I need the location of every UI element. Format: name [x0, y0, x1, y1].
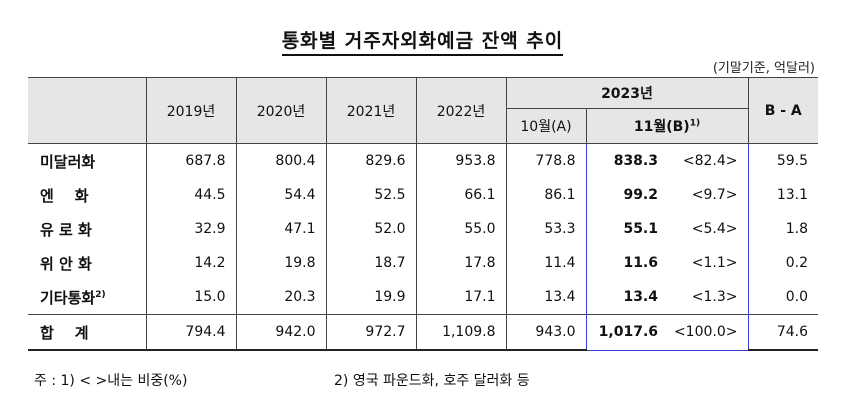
table-cell: 19.8 [235, 246, 326, 280]
table-cell: 13.4 [585, 280, 668, 315]
row-label: 엔 화 [40, 186, 89, 205]
header-nov: 11월(B)1) [585, 108, 749, 144]
table-cell: 13.4 [505, 280, 586, 315]
table-cell: 52.0 [325, 212, 416, 246]
table-row: 위 안 화 14.2 19.8 18.7 17.8 11.4 11.6 <1.1> 0.2 [28, 246, 818, 280]
balance-table: 2019년 2020년 2021년 2022년 2023년 B - A 10월(… [28, 77, 818, 351]
table-cell: 838.3 [585, 143, 668, 178]
table-cell: <1.3> [668, 280, 749, 315]
table-row: 미달러화 687.8 800.4 829.6 953.8 778.8 838.3 <82.4>… [28, 143, 818, 178]
table-cell: <100.0> [668, 314, 749, 351]
table-cell: 14.2 [145, 246, 236, 280]
table-cell: 13.1 [747, 178, 818, 212]
table-cell: <1.1> [668, 246, 749, 280]
unit-note: (기말기준, 억달러) [712, 61, 815, 76]
table-cell: 11.6 [585, 246, 668, 280]
table-cell: 1,017.6 [585, 314, 668, 351]
table-cell: 1,109.8 [415, 314, 506, 351]
table-cell: 17.8 [415, 246, 506, 280]
table-cell: 86.1 [505, 178, 586, 212]
table-cell: 778.8 [505, 143, 586, 178]
total-row: 합 계 794.4 942.0 972.7 1,109.8 943.0 1,017.6 <10… [28, 314, 818, 351]
row-label: 위 안 화 [40, 254, 92, 273]
row-label: 기타통화2) [40, 288, 106, 307]
table-cell: 17.1 [415, 280, 506, 315]
table-cell: 66.1 [415, 178, 506, 212]
header-oct: 10월(A) [505, 108, 587, 144]
table-cell: 32.9 [145, 212, 236, 246]
footnote-2: 2) 영국 파운드화, 호주 달러화 등 [334, 373, 530, 389]
table-cell: 829.6 [325, 143, 416, 178]
table-cell: 15.0 [145, 280, 236, 315]
table-row: 유 로 화 32.9 47.1 52.0 55.0 53.3 55.1 <5.4> 1.8 [28, 212, 818, 246]
row-label: 합 계 [28, 314, 146, 351]
table-title: 통화별 거주자외화예금 잔액 추이 [0, 26, 845, 56]
table-cell: <9.7> [668, 178, 749, 212]
table-cell: 55.1 [585, 212, 668, 246]
header-corner [28, 77, 147, 144]
table-cell: 794.4 [145, 314, 236, 351]
table-cell: 0.0 [747, 280, 818, 315]
table-cell: 53.3 [505, 212, 586, 246]
table-cell: 0.2 [747, 246, 818, 280]
header-diff: B - A [747, 77, 818, 144]
table-cell: 942.0 [235, 314, 326, 351]
table-cell: 953.8 [415, 143, 506, 178]
header-year: 2020년 [235, 77, 327, 144]
row-label: 미달러화 [28, 143, 146, 178]
table-cell: 18.7 [325, 246, 416, 280]
table-row: 엔 화 44.5 54.4 52.5 66.1 86.1 99.2 <9.7> 13.1 [28, 178, 818, 212]
table-cell: 972.7 [325, 314, 416, 351]
table-cell: 1.8 [747, 212, 818, 246]
header-year: 2021년 [325, 77, 417, 144]
table-cell: 44.5 [145, 178, 236, 212]
table-cell: <5.4> [668, 212, 749, 246]
table-cell: 74.6 [747, 314, 818, 351]
table-cell: 687.8 [145, 143, 236, 178]
table-cell: 20.3 [235, 280, 326, 315]
table-cell: 19.9 [325, 280, 416, 315]
table-cell: <82.4> [668, 143, 749, 178]
table-row: 기타통화2) 15.0 20.3 19.9 17.1 13.4 13.4 <1.3> 0.0 [28, 280, 818, 315]
table-cell: 59.5 [747, 143, 818, 178]
header-year: 2022년 [415, 77, 507, 144]
header-year: 2019년 [145, 77, 237, 144]
table-cell: 47.1 [235, 212, 326, 246]
table-cell: 54.4 [235, 178, 326, 212]
table-cell: 52.5 [325, 178, 416, 212]
header-2023: 2023년 [505, 77, 749, 109]
table-cell: 55.0 [415, 212, 506, 246]
row-label: 유 로 화 [40, 220, 92, 239]
table-cell: 99.2 [585, 178, 668, 212]
table-cell: 800.4 [235, 143, 326, 178]
footnote-1: 주 : 1) < >내는 비중(%) [34, 373, 188, 389]
table-cell: 11.4 [505, 246, 586, 280]
footnotes: 주 : 1) < >내는 비중(%) 2) 영국 파운드화, 호주 달러화 등 [34, 370, 530, 390]
table-cell: 943.0 [505, 314, 586, 351]
